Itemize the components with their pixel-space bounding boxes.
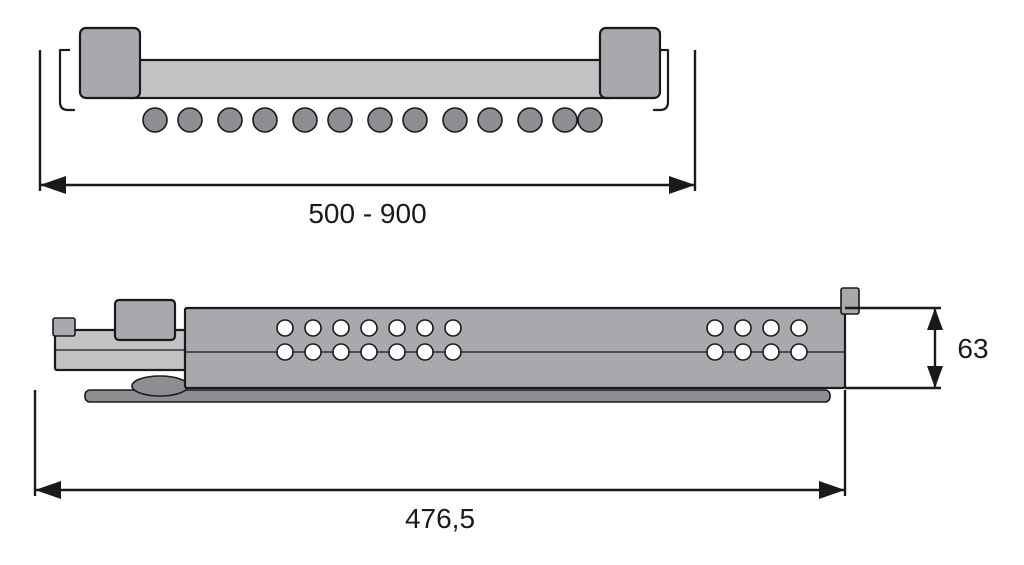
technical-drawing: 500 - 900 63 476,5 bbox=[0, 0, 1024, 565]
front-view: 500 - 900 bbox=[40, 28, 695, 229]
dim-height: 63 bbox=[957, 333, 988, 364]
dim-length: 476,5 bbox=[405, 503, 475, 534]
dim-width-range: 500 - 900 bbox=[308, 198, 426, 229]
side-view: 63 476,5 bbox=[35, 288, 989, 534]
